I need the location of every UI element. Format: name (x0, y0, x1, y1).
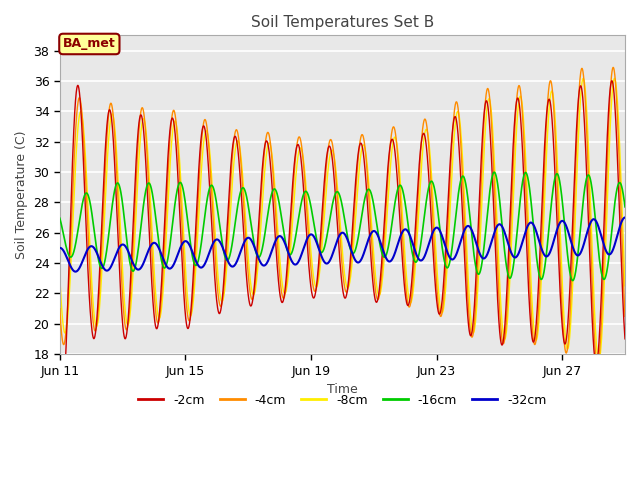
Y-axis label: Soil Temperature (C): Soil Temperature (C) (15, 131, 28, 259)
Text: BA_met: BA_met (63, 37, 116, 50)
Legend: -2cm, -4cm, -8cm, -16cm, -32cm: -2cm, -4cm, -8cm, -16cm, -32cm (133, 389, 552, 412)
X-axis label: Time: Time (327, 383, 358, 396)
Title: Soil Temperatures Set B: Soil Temperatures Set B (251, 15, 434, 30)
